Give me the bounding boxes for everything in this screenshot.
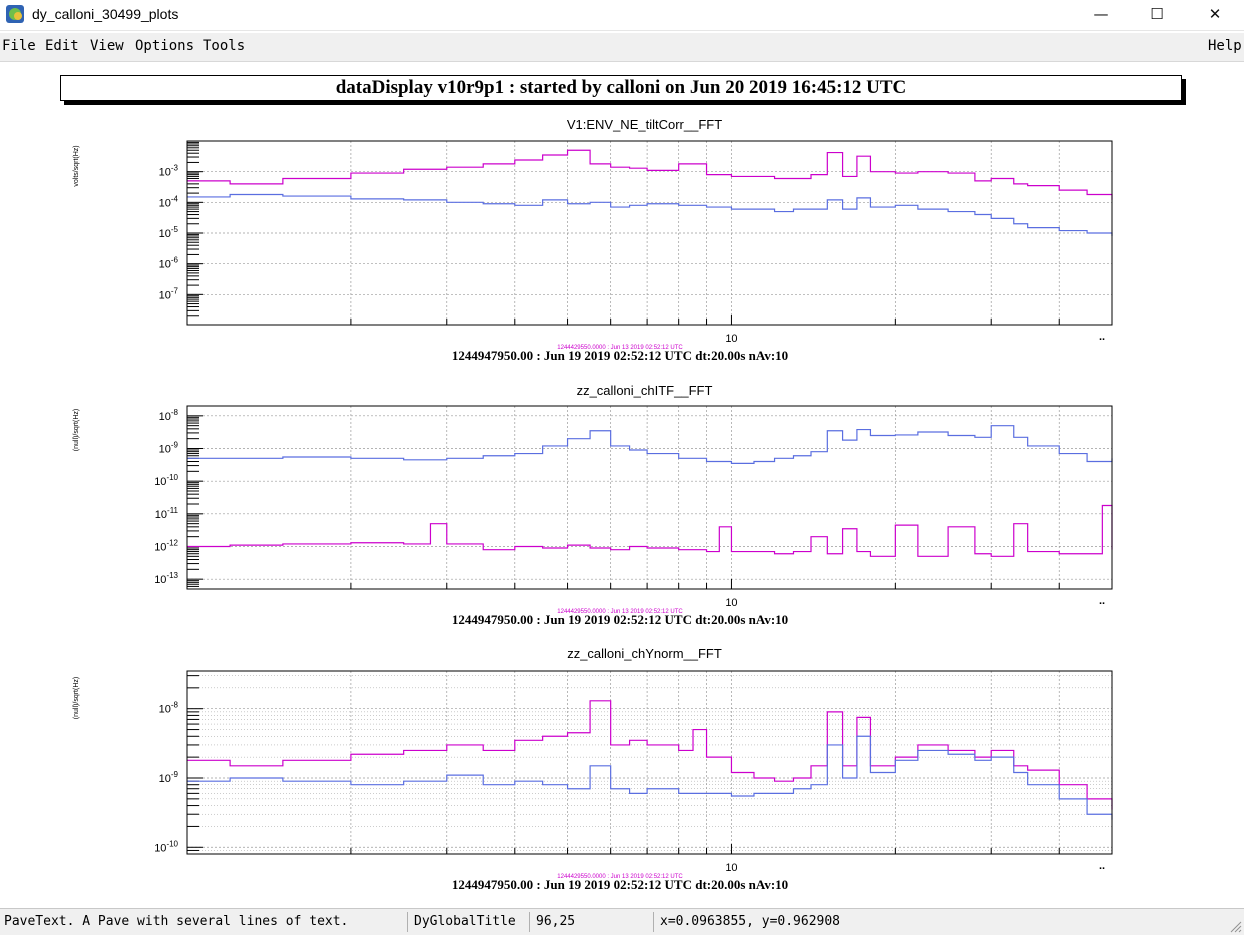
y-tick-label: 10-9 [159,770,179,785]
status-pixel: 96,25 [532,912,654,932]
x-axis-end-label: .. [1099,860,1105,872]
x-axis-end-label: .. [1099,595,1105,607]
menu-file[interactable]: File [2,38,36,54]
y-tick-label: 10-7 [159,286,179,301]
y-tick-label: 10-6 [159,256,179,271]
menu-view[interactable]: View [90,38,124,54]
series-line-blue [187,735,1113,820]
plot-frame [186,140,1113,326]
plot-title: V1:ENV_NE_tiltCorr__FFT [567,117,722,132]
reference-label: 1244429550.0000 : Jun 13 2019 02:52:12 U… [557,609,683,615]
menu-help[interactable]: Help [1208,38,1242,54]
app-icon [6,5,24,23]
plot-title: zz_calloni_chYnorm__FFT [567,646,722,661]
status-coords: x=0.0963855, y=0.962908 [660,914,841,929]
x-tick-label: 10 [725,862,737,874]
series-line-blue [187,425,1113,464]
reference-label: 1244429550.0000 : Jun 13 2019 02:52:12 U… [557,345,683,351]
plot-footer: 1244947950.00 : Jun 19 2019 02:52:12 UTC… [452,612,788,627]
plot-canvas[interactable]: V1:ENV_NE_tiltCorr__FFT volts/sqrt(Hz) 10-… [0,110,1244,905]
y-tick-label: 10-8 [159,701,179,716]
y-tick-label: 10-10 [154,839,178,854]
resize-grip-icon[interactable] [1228,919,1242,933]
y-tick-label: 10-5 [159,225,179,240]
y-axis-label: (null)/sqrt(Hz) [73,677,80,719]
close-button[interactable]: ✕ [1208,5,1222,23]
x-tick-label: 10 [725,333,737,345]
plot-frame [186,670,1113,855]
plot-footer: 1244947950.00 : Jun 19 2019 02:52:12 UTC… [452,348,788,363]
window-titlebar[interactable]: dy_calloni_30499_plots — ☐ ✕ [0,0,1244,31]
y-axis-label: volts/sqrt(Hz) [73,145,80,186]
y-tick-label: 10-9 [159,441,179,456]
series-line-blue [187,193,1113,236]
y-tick-label: 10-3 [159,164,179,179]
y-axis-label: (null)/sqrt(Hz) [73,409,80,451]
x-tick-label: 10 [725,597,737,609]
y-tick-label: 10-8 [159,408,179,423]
status-description: PaveText. A Pave with several lines of t… [0,912,408,932]
y-tick-label: 10-10 [154,473,178,488]
menu-edit[interactable]: Edit [45,38,79,54]
plot-frame [186,405,1113,590]
status-bar: PaveText. A Pave with several lines of t… [0,908,1244,935]
menu-tools[interactable]: Tools [203,38,246,54]
window-title: dy_calloni_30499_plots [32,6,179,22]
reference-label: 1244429550.0000 : Jun 13 2019 02:52:12 U… [557,874,683,880]
y-tick-label: 10-4 [159,194,179,209]
y-tick-label: 10-11 [155,506,179,521]
series-line-magenta [187,149,1113,200]
series-line-magenta [187,700,1113,810]
series-line-magenta [187,504,1113,557]
x-axis-end-label: .. [1099,331,1105,343]
maximize-button[interactable]: ☐ [1150,5,1164,23]
global-title[interactable]: dataDisplay v10r9p1 : started by calloni… [60,75,1182,101]
y-tick-label: 10-13 [154,571,178,586]
menu-bar: File Edit View Options Tools Help [0,33,1244,62]
menu-options[interactable]: Options [135,38,195,54]
plot-title: zz_calloni_chITF__FFT [577,383,713,398]
minimize-button[interactable]: — [1093,5,1109,23]
plot-footer: 1244947950.00 : Jun 19 2019 02:52:12 UTC… [452,877,788,892]
y-tick-label: 10-12 [154,538,178,553]
status-object: DyGlobalTitle [410,912,530,932]
